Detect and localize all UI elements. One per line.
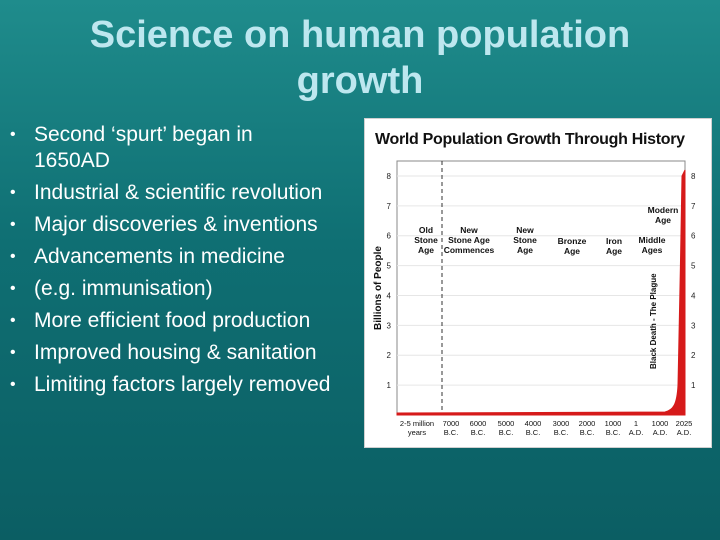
- y-tick-right: 1: [691, 381, 696, 390]
- x-tick-top: 3000: [553, 419, 570, 428]
- x-tick-top: 4000: [525, 419, 542, 428]
- bullet-dot-icon: •: [10, 126, 16, 143]
- x-tick-top: 6000: [470, 419, 487, 428]
- era-label: Bronze: [558, 236, 587, 246]
- x-tick-bottom: B.C.: [526, 428, 541, 437]
- x-tick-bottom: years: [408, 428, 427, 437]
- slide-title: Science on human population growth: [40, 12, 680, 104]
- y-tick-left: 5: [387, 262, 392, 271]
- slide-title-line1: Science on human population: [89, 14, 631, 56]
- bullet-text: Major discoveries & inventions: [34, 213, 318, 236]
- era-label: Modern: [648, 205, 679, 215]
- bullet-dot-icon: •: [10, 248, 16, 265]
- era-label: New: [516, 225, 534, 235]
- bullet-dot-icon: •: [10, 312, 16, 329]
- y-tick-left: 6: [387, 232, 392, 241]
- y-tick-left: 3: [387, 321, 392, 330]
- x-tick-top: 5000: [498, 419, 515, 428]
- bullet-text: Industrial & scientific revolution: [34, 181, 323, 204]
- x-tick-bottom: B.C.: [554, 428, 569, 437]
- bullet-text: Improved housing & sanitation: [34, 341, 317, 364]
- y-tick-left: 1: [387, 381, 392, 390]
- bullet-text: Advancements in medicine: [34, 245, 285, 268]
- x-tick-top: 7000: [443, 419, 460, 428]
- slide-title-line2: growth: [296, 60, 424, 102]
- x-tick-bottom: A.D.: [653, 428, 668, 437]
- era-label: Old: [419, 225, 433, 235]
- era-label: Stone: [414, 235, 438, 245]
- x-tick-bottom: A.D.: [677, 428, 692, 437]
- x-tick-top: 2-5 million: [400, 419, 434, 428]
- bullet-text: More efficient food production: [34, 309, 311, 332]
- era-label: Age: [606, 246, 622, 256]
- population-figure: World Population Growth Through History …: [364, 118, 712, 448]
- era-label: Ages: [642, 245, 663, 255]
- era-label: Age: [517, 245, 533, 255]
- bullet-item: • More efficient food production: [8, 308, 378, 334]
- bullet-item: • Industrial & scientific revolution: [8, 180, 378, 206]
- bullet-text: Limiting factors largely removed: [34, 373, 331, 396]
- x-tick-bottom: A.D.: [629, 428, 644, 437]
- plot-area: [396, 160, 686, 416]
- era-label: Stone: [513, 235, 537, 245]
- y-tick-right: 2: [691, 351, 696, 360]
- x-tick-top: 2000: [579, 419, 596, 428]
- era-label: Age: [564, 246, 580, 256]
- x-tick-bottom: B.C.: [580, 428, 595, 437]
- bullet-dot-icon: •: [10, 376, 16, 393]
- x-tick-top: 1: [634, 419, 638, 428]
- bullet-dot-icon: •: [10, 280, 16, 297]
- x-tick-bottom: B.C.: [471, 428, 486, 437]
- y-tick-right: 6: [691, 232, 696, 241]
- x-tick-top: 2025: [676, 419, 693, 428]
- era-label: Age: [418, 245, 434, 255]
- figure-title: World Population Growth Through History: [375, 131, 685, 148]
- bullet-item: • Limiting factors largely removed: [8, 372, 378, 398]
- plague-label: Black Death - The Plague: [649, 273, 658, 369]
- y-tick-left: 4: [387, 291, 392, 300]
- y-tick-right: 3: [691, 321, 696, 330]
- bullet-text: Second ‘spurt’ began in: [34, 123, 253, 146]
- bullet-list: • Second ‘spurt’ began in 1650AD • Industri…: [8, 122, 378, 404]
- x-tick-bottom: B.C.: [606, 428, 621, 437]
- y-tick-right: 7: [691, 202, 696, 211]
- x-tick-bottom: B.C.: [499, 428, 514, 437]
- bullet-item: • Major discoveries & inventions: [8, 212, 378, 238]
- x-tick-top: 1000: [652, 419, 669, 428]
- x-tick-bottom: B.C.: [444, 428, 459, 437]
- x-tick-top: 1000: [605, 419, 622, 428]
- era-label: Age: [655, 215, 671, 225]
- era-label: Middle: [639, 235, 666, 245]
- bullet-item: • Advancements in medicine: [8, 244, 378, 270]
- y-tick-left: 7: [387, 202, 392, 211]
- bullet-item: • Improved housing & sanitation: [8, 340, 378, 366]
- bullet-item: • Second ‘spurt’ began in 1650AD: [8, 122, 378, 174]
- y-axis-label: Billions of People: [373, 246, 384, 330]
- bullet-text-continued: 1650AD: [34, 149, 110, 172]
- y-tick-left: 2: [387, 351, 392, 360]
- bullet-dot-icon: •: [10, 216, 16, 233]
- y-tick-right: 4: [691, 291, 696, 300]
- era-label: Commences: [444, 245, 495, 255]
- y-tick-right: 5: [691, 262, 696, 271]
- y-tick-right: 8: [691, 172, 696, 181]
- bullet-text: (e.g. immunisation): [34, 277, 213, 300]
- bullet-item: • (e.g. immunisation): [8, 276, 378, 302]
- y-tick-left: 8: [387, 172, 392, 181]
- era-label: New: [460, 225, 478, 235]
- era-label: Stone Age: [448, 235, 490, 245]
- era-label: Iron: [606, 236, 622, 246]
- bullet-dot-icon: •: [10, 184, 16, 201]
- population-curve: [396, 169, 686, 416]
- bullet-dot-icon: •: [10, 344, 16, 361]
